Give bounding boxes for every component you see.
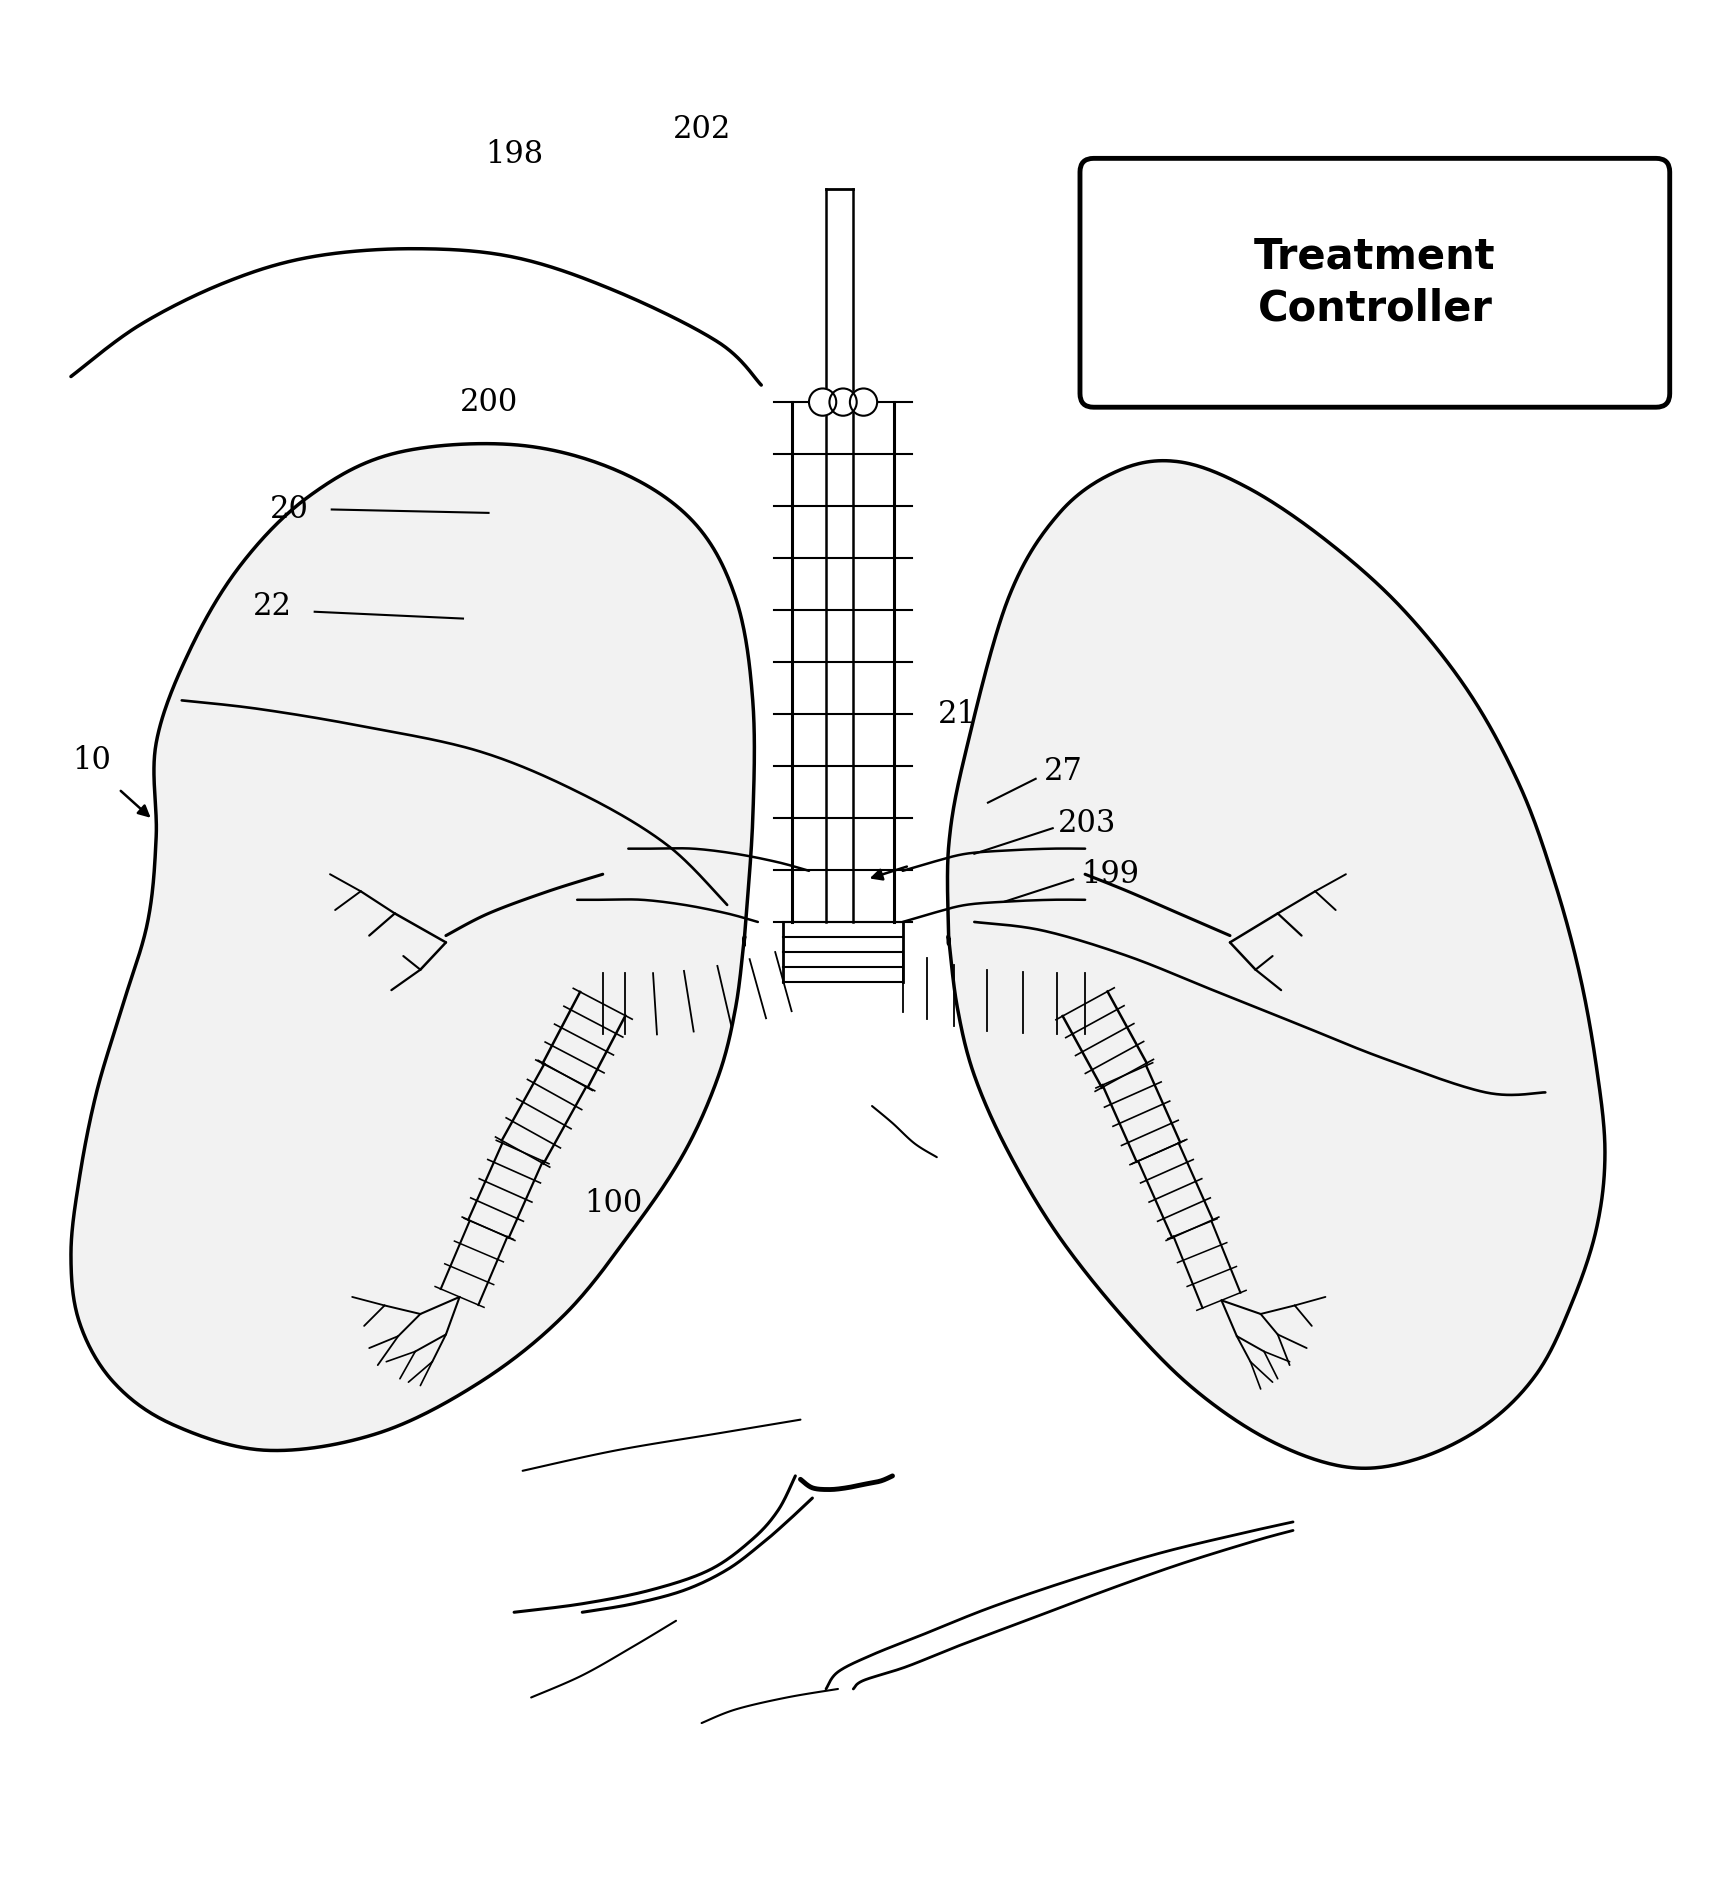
Text: 22: 22 [253, 592, 292, 622]
Polygon shape [947, 460, 1606, 1469]
Text: Treatment
Controller: Treatment Controller [1253, 237, 1496, 331]
FancyBboxPatch shape [1081, 158, 1669, 408]
Text: 10: 10 [72, 744, 111, 776]
Text: 203: 203 [1057, 808, 1117, 839]
Text: 100: 100 [583, 1187, 641, 1219]
Text: 20: 20 [270, 494, 308, 526]
Polygon shape [70, 443, 754, 1450]
Text: 198: 198 [486, 139, 544, 171]
Text: 200: 200 [460, 387, 518, 417]
Circle shape [809, 389, 836, 415]
Circle shape [829, 389, 857, 415]
Text: 199: 199 [1082, 858, 1139, 890]
Text: 202: 202 [672, 115, 730, 145]
Text: 21: 21 [937, 699, 976, 729]
Circle shape [850, 389, 877, 415]
Text: 27: 27 [1043, 757, 1082, 787]
